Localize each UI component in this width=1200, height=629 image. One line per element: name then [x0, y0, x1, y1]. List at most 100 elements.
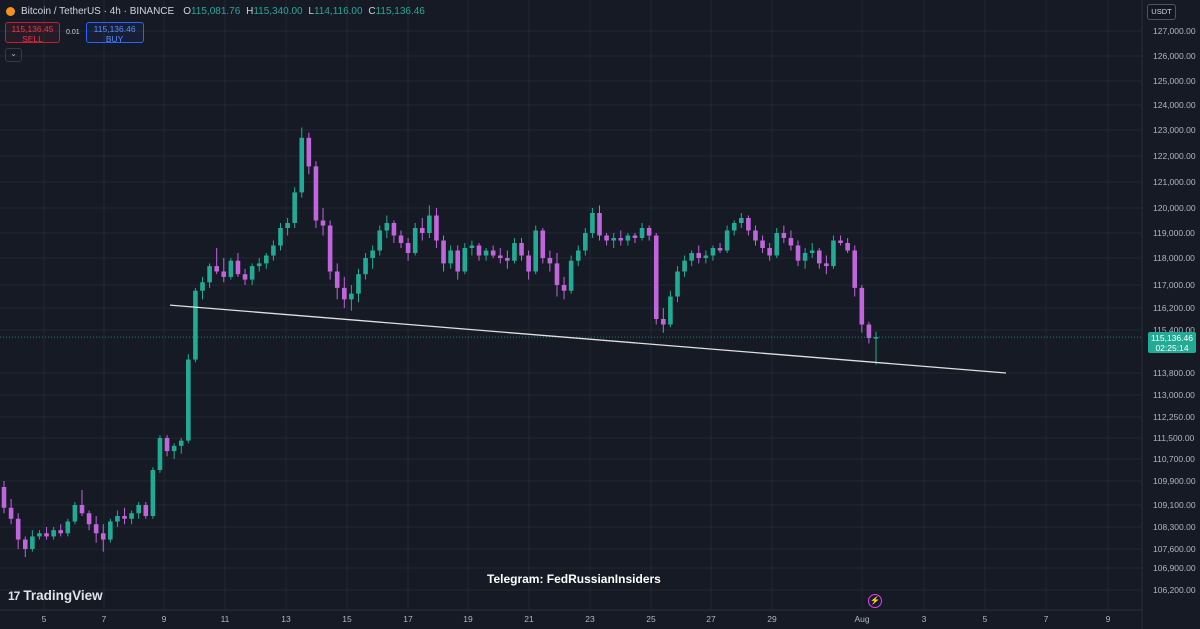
y-tick-label: 127,000.00 [1153, 26, 1196, 36]
candle-body [391, 223, 397, 236]
candle-body [292, 192, 297, 223]
candle-body [164, 438, 170, 452]
buy-button[interactable]: 115,136.46 BUY [85, 22, 144, 44]
lightning-icon[interactable]: ⚡ [868, 594, 882, 608]
candle-body [377, 230, 383, 251]
candle-body [405, 243, 411, 253]
chevron-down-icon[interactable]: ⌄ [5, 48, 22, 62]
y-tick-label: 116,200.00 [1153, 303, 1195, 313]
y-tick-label: 117,000.00 [1153, 280, 1195, 290]
candle-body [93, 524, 99, 534]
candle-body [320, 220, 326, 226]
symbol-title[interactable]: Bitcoin / TetherUS · 4h · BINANCE [21, 6, 175, 17]
y-tick-label: 126,000.00 [1153, 51, 1196, 61]
sell-label: SELL [22, 34, 43, 44]
candle-body [200, 282, 205, 291]
y-tick-label: 124,000.00 [1153, 100, 1196, 110]
candle-body [505, 258, 510, 261]
y-tick-label: 115,400.00 [1153, 325, 1195, 335]
candle-body [483, 250, 489, 256]
candle-body [363, 258, 368, 275]
candle-body [838, 240, 843, 243]
candle-body [703, 255, 709, 258]
candle-body [604, 235, 609, 241]
candle-body [710, 248, 716, 256]
candle-body [739, 218, 744, 223]
candle-body [746, 218, 751, 231]
x-tick-label: Aug [854, 614, 869, 624]
candle-body [370, 250, 375, 258]
candle-body [873, 337, 879, 339]
candle-body [327, 225, 333, 272]
candle-body [264, 255, 269, 264]
candle-body [696, 253, 702, 258]
ohlc-close-value: 115,136.46 [375, 6, 425, 17]
sell-button[interactable]: 115,136.45 SELL [5, 22, 60, 44]
y-tick-label: 122,000.00 [1153, 151, 1196, 161]
candle-body [441, 240, 446, 264]
currency-selector[interactable]: USDT [1147, 4, 1176, 20]
y-tick-label: 119,000.00 [1153, 228, 1195, 238]
candle-body [79, 505, 85, 514]
y-tick-label: 109,100.00 [1153, 500, 1196, 510]
candle-body [668, 296, 673, 325]
candle-body [15, 518, 21, 540]
candle-body [462, 248, 468, 272]
ohlc-high-key: H [246, 6, 254, 17]
candle-body [8, 507, 14, 519]
candle-body [51, 530, 56, 537]
y-tick-label: 123,000.00 [1153, 125, 1196, 135]
candle-body [58, 530, 64, 534]
candle-body [781, 233, 787, 238]
x-tick-label: 7 [1044, 614, 1049, 624]
candle-body [171, 445, 177, 452]
candle-body [157, 438, 163, 470]
candle-body [398, 235, 404, 243]
tradingview-wordmark: TradingView [23, 588, 103, 603]
candle-body [526, 255, 531, 272]
ohlc-close-key: C [368, 6, 376, 17]
x-tick-label: 5 [983, 614, 988, 624]
candle-body [334, 271, 340, 288]
x-tick-label: 23 [585, 614, 595, 624]
candle-body [207, 266, 212, 283]
bar-countdown: 02:25:14 [1155, 343, 1189, 353]
y-tick-label: 112,250.00 [1153, 412, 1195, 422]
candle-body [533, 230, 539, 272]
order-quantity[interactable]: 0.01 [66, 29, 80, 36]
y-tick-label: 110,700.00 [1153, 454, 1195, 464]
candle-body [717, 248, 723, 251]
candle-body [675, 271, 680, 297]
candle-body [427, 215, 432, 233]
y-tick-label: 118,000.00 [1153, 253, 1195, 263]
candle-body [753, 230, 758, 241]
candle-body [419, 228, 425, 233]
candle-body [625, 235, 631, 241]
candle-body [434, 215, 439, 241]
candle-body [689, 253, 694, 261]
buy-label: BUY [105, 34, 124, 44]
candle-body [178, 440, 184, 446]
x-tick-label: 21 [524, 614, 534, 624]
y-tick-label: 107,600.00 [1153, 544, 1196, 554]
y-tick-label: 109,900.00 [1153, 476, 1196, 486]
last-price-tag: 115,136.46 02:25:14 [1148, 332, 1196, 353]
tradingview-logo[interactable]: 17 TradingView [8, 588, 103, 603]
y-tick-label: 120,000.00 [1153, 203, 1196, 213]
candle-body [575, 250, 581, 261]
candle-body [866, 324, 872, 339]
candle-body [186, 359, 191, 441]
candle-body [242, 274, 248, 280]
candle-body [583, 233, 588, 251]
candle-body [455, 250, 461, 272]
candle-body [476, 245, 482, 256]
candle-body [448, 250, 453, 264]
ohlc-readout: O115,081.76 H115,340.00 L114,116.00 C115… [180, 6, 425, 17]
candle-body [802, 253, 808, 261]
candle-body [221, 271, 227, 277]
y-tick-label: 106,200.00 [1153, 585, 1196, 595]
candle-body [547, 258, 553, 264]
candle-body [356, 274, 361, 294]
